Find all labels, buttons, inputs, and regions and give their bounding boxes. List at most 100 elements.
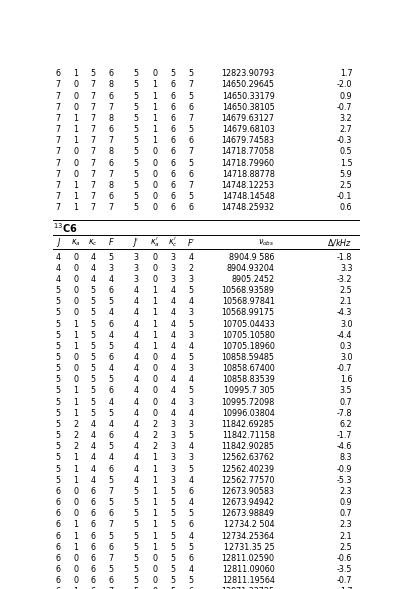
Text: 0: 0: [152, 386, 157, 395]
Text: 4: 4: [133, 342, 138, 351]
Text: -0.7: -0.7: [336, 576, 352, 585]
Text: 10705.18960: 10705.18960: [221, 342, 274, 351]
Text: 4: 4: [170, 375, 175, 385]
Text: 4: 4: [188, 409, 193, 418]
Text: 12673.94942: 12673.94942: [221, 498, 274, 507]
Text: 1: 1: [73, 465, 78, 474]
Text: 4: 4: [91, 476, 95, 485]
Text: 4: 4: [91, 264, 95, 273]
Text: 14718.79960: 14718.79960: [221, 158, 274, 168]
Text: 7: 7: [55, 92, 61, 101]
Text: 5: 5: [55, 386, 61, 395]
Text: 1.6: 1.6: [339, 375, 352, 385]
Text: 12734.25364: 12734.25364: [221, 532, 274, 541]
Text: 5: 5: [55, 319, 61, 329]
Text: 3: 3: [188, 330, 193, 340]
Text: 6: 6: [55, 576, 61, 585]
Text: 6: 6: [108, 192, 113, 201]
Text: 6: 6: [170, 92, 175, 101]
Text: 2: 2: [152, 420, 157, 429]
Text: 6: 6: [108, 158, 113, 168]
Text: 7: 7: [55, 170, 61, 178]
Text: 14650.29645: 14650.29645: [221, 81, 274, 90]
Text: 0.9: 0.9: [339, 498, 352, 507]
Text: 5: 5: [133, 158, 138, 168]
Text: 6: 6: [188, 170, 193, 178]
Text: -0.3: -0.3: [336, 136, 352, 145]
Text: 0.6: 0.6: [339, 203, 352, 212]
Text: -0.9: -0.9: [336, 465, 352, 474]
Text: 10858.59485: 10858.59485: [221, 353, 274, 362]
Text: 7: 7: [55, 158, 61, 168]
Text: 5: 5: [108, 442, 113, 451]
Text: 10995.7 305: 10995.7 305: [223, 386, 274, 395]
Text: 0: 0: [152, 353, 157, 362]
Text: 2.3: 2.3: [339, 487, 352, 496]
Text: 1: 1: [73, 409, 78, 418]
Text: 1: 1: [152, 487, 157, 496]
Text: 8905.2452: 8905.2452: [231, 275, 274, 284]
Text: 7: 7: [91, 147, 95, 157]
Text: 6: 6: [170, 102, 175, 112]
Text: 5: 5: [55, 454, 61, 462]
Text: 3: 3: [188, 364, 193, 373]
Text: 6: 6: [108, 319, 113, 329]
Text: 5: 5: [188, 543, 193, 552]
Text: 5: 5: [188, 319, 193, 329]
Text: 6: 6: [91, 532, 95, 541]
Text: 3: 3: [133, 253, 138, 262]
Text: 10568.93589: 10568.93589: [221, 286, 274, 295]
Text: 10858.67400: 10858.67400: [221, 364, 274, 373]
Text: 0: 0: [152, 375, 157, 385]
Text: 3: 3: [133, 264, 138, 273]
Text: 5: 5: [133, 170, 138, 178]
Text: $\kappa_a'$: $\kappa_a'$: [149, 236, 159, 249]
Text: 2.1: 2.1: [339, 532, 352, 541]
Text: 3: 3: [188, 420, 193, 429]
Text: 0.7: 0.7: [339, 509, 352, 518]
Text: 0: 0: [152, 192, 157, 201]
Text: 6: 6: [55, 554, 61, 563]
Text: 1: 1: [152, 125, 157, 134]
Text: 4: 4: [170, 286, 175, 295]
Text: 5: 5: [133, 125, 138, 134]
Text: 7: 7: [108, 554, 113, 563]
Text: 5: 5: [133, 70, 138, 78]
Text: 5: 5: [108, 498, 113, 507]
Text: 7: 7: [55, 125, 61, 134]
Text: 4: 4: [188, 253, 193, 262]
Text: 10995.72098: 10995.72098: [221, 398, 274, 406]
Text: 5: 5: [108, 409, 113, 418]
Text: 1: 1: [152, 509, 157, 518]
Text: 1: 1: [152, 319, 157, 329]
Text: -1.8: -1.8: [336, 253, 352, 262]
Text: 5: 5: [188, 431, 193, 440]
Text: 6: 6: [170, 192, 175, 201]
Text: 1: 1: [73, 476, 78, 485]
Text: 0: 0: [73, 309, 78, 317]
Text: 7: 7: [91, 102, 95, 112]
Text: 6: 6: [170, 170, 175, 178]
Text: 6: 6: [108, 125, 113, 134]
Text: 5: 5: [91, 375, 95, 385]
Text: $\kappa_c$: $\kappa_c$: [88, 237, 98, 247]
Text: 7: 7: [55, 114, 61, 123]
Text: 5: 5: [188, 576, 193, 585]
Text: 5: 5: [55, 364, 61, 373]
Text: 1: 1: [152, 286, 157, 295]
Text: 5: 5: [133, 521, 138, 530]
Text: 5: 5: [133, 543, 138, 552]
Text: 6: 6: [55, 498, 61, 507]
Text: 1: 1: [73, 386, 78, 395]
Text: 4: 4: [108, 275, 113, 284]
Text: 0.7: 0.7: [339, 398, 352, 406]
Text: 6: 6: [108, 465, 113, 474]
Text: 5: 5: [133, 92, 138, 101]
Text: 7: 7: [55, 181, 61, 190]
Text: 1: 1: [73, 330, 78, 340]
Text: 4: 4: [170, 330, 175, 340]
Text: 4: 4: [133, 386, 138, 395]
Text: -5.3: -5.3: [336, 476, 352, 485]
Text: 0: 0: [152, 409, 157, 418]
Text: 5: 5: [91, 364, 95, 373]
